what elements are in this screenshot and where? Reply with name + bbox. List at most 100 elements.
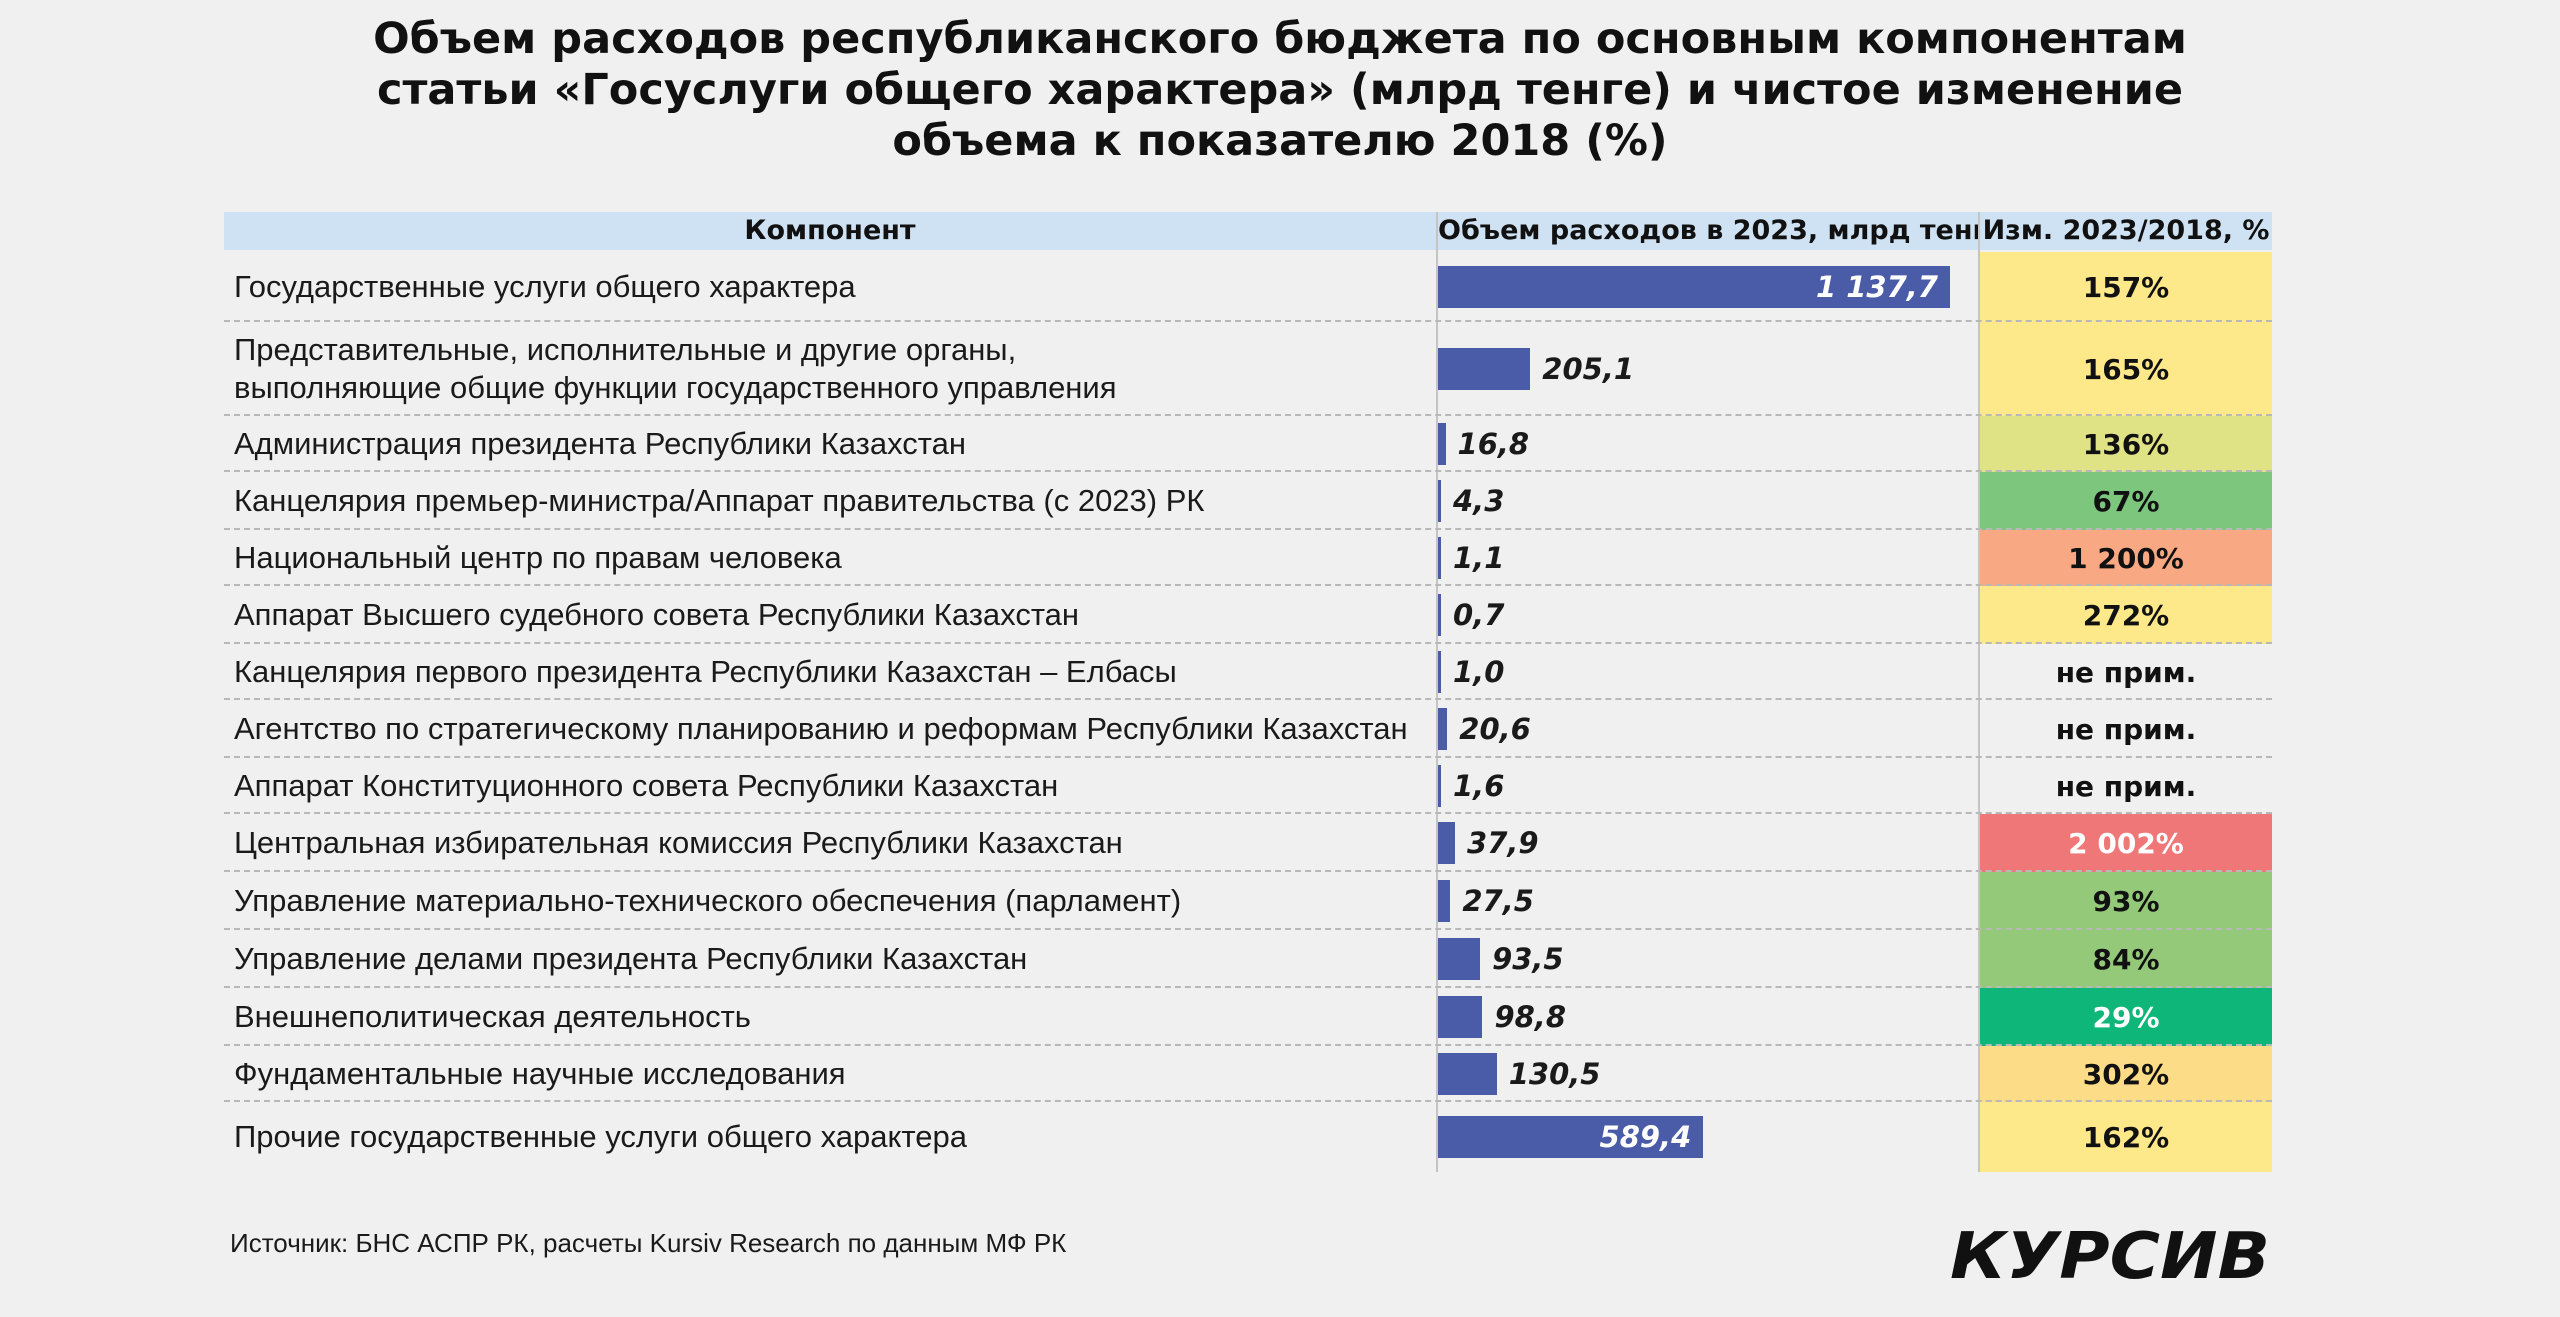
row-separator: [224, 470, 2272, 472]
row-separator: [224, 320, 2272, 322]
change-cell: 162%: [1980, 1102, 2272, 1172]
row-separator: [224, 812, 2272, 814]
value-bar: [1438, 996, 1483, 1038]
table-row: Представительные, исполнительные и други…: [224, 322, 2272, 416]
row-separator: [224, 870, 2272, 872]
title-line-3: объема к показателю 2018 (%): [892, 116, 1668, 166]
component-label: Канцелярия премьер-министра/Аппарат прав…: [234, 483, 1205, 518]
value-bar: [1438, 594, 1441, 636]
component-label: Фундаментальные научные исследования: [234, 1056, 846, 1091]
table-row: Внешнеполитическая деятельность 98,8 29%: [224, 988, 2272, 1046]
table-row: Агентство по стратегическому планировани…: [224, 700, 2272, 758]
change-cell: не прим.: [2055, 769, 2197, 803]
value-label: 27,5: [1462, 884, 1534, 918]
row-separator: [224, 642, 2272, 644]
row-separator: [224, 584, 2272, 586]
component-label: Прочие государственные услуги общего хар…: [234, 1119, 967, 1154]
row-separator: [224, 1100, 2272, 1102]
value-bar: [1438, 880, 1451, 922]
value-bar: [1438, 537, 1441, 579]
change-cell: 84%: [1980, 930, 2272, 988]
title-line-2: статьи «Госуслуги общего характера» (млр…: [376, 65, 2184, 115]
value-bar: [1438, 423, 1446, 465]
table-row: Канцелярия премьер-министра/Аппарат прав…: [224, 472, 2272, 530]
row-separator: [224, 986, 2272, 988]
change-cell: не прим.: [2055, 655, 2197, 689]
table-row: Государственные услуги общего характера 1…: [224, 252, 2272, 322]
header-volume: Объем расходов в 2023, млрд тенге: [1438, 212, 1978, 250]
change-cell: 93%: [1980, 872, 2272, 930]
component-label: Представительные, исполнительные и други…: [234, 332, 1117, 405]
change-cell: 165%: [1980, 322, 2272, 416]
source-note: Источник: БНС АСПР РК, расчеты Kursiv Re…: [230, 1228, 1067, 1258]
change-cell: 29%: [1980, 988, 2272, 1046]
value-label: 1,1: [1453, 541, 1505, 575]
value-label: 130,5: [1508, 1057, 1601, 1091]
change-cell: 272%: [1980, 586, 2272, 644]
component-label: Внешнеполитическая деятельность: [234, 999, 751, 1034]
table-row: Управление делами президента Республики …: [224, 930, 2272, 988]
component-label: Управление материально-технического обес…: [234, 883, 1182, 918]
table-row: Управление материально-технического обес…: [224, 872, 2272, 930]
component-label: Канцелярия первого президента Республики…: [234, 654, 1177, 689]
value-bar: [1438, 480, 1441, 522]
column-divider: [1436, 212, 1438, 1172]
change-cell: не прим.: [2055, 712, 2197, 746]
change-cell: 157%: [1980, 252, 2272, 322]
value-bar: [1438, 651, 1441, 693]
component-label: Аппарат Конституционного совета Республи…: [234, 768, 1059, 803]
value-bar: [1438, 765, 1441, 807]
row-separator: [224, 698, 2272, 700]
title-line-1: Объем расходов республиканского бюджета …: [373, 14, 2187, 64]
table-row: Администрация президента Республики Каза…: [224, 416, 2272, 472]
row-separator: [224, 414, 2272, 416]
value-label: 1,6: [1453, 769, 1505, 803]
value-label: 4,3: [1453, 484, 1505, 518]
row-separator: [224, 928, 2272, 930]
value-bar: [1438, 348, 1531, 390]
change-cell: 67%: [1980, 472, 2272, 530]
logo-text: КУРСИВ: [1950, 1220, 2270, 1290]
value-label: 37,9: [1467, 826, 1539, 860]
value-bar: [1438, 1116, 1704, 1158]
header-change: Изм. 2023/2018, %: [1980, 212, 2272, 250]
value-label: 0,7: [1453, 598, 1505, 632]
chart-title: Объем расходов республиканского бюджета …: [300, 14, 2260, 167]
column-divider: [1978, 212, 1980, 1172]
table-row: Национальный центр по правам человека 1,1…: [224, 530, 2272, 586]
value-label: 16,8: [1457, 427, 1530, 461]
component-label: Национальный центр по правам человека: [234, 540, 842, 575]
value-label: 93,5: [1492, 942, 1564, 976]
value-label: 589,4: [1599, 1120, 1692, 1154]
kursiv-logo: КУРСИВ: [1950, 1220, 2270, 1290]
value-bar: [1438, 938, 1481, 980]
value-label: 1,0: [1453, 655, 1505, 689]
table-row: Фундаментальные научные исследования 130,…: [224, 1046, 2272, 1102]
value-label: 98,8: [1494, 1000, 1567, 1034]
component-label: Аппарат Высшего судебного совета Республ…: [234, 597, 1080, 632]
table-row: Прочие государственные услуги общего хар…: [224, 1102, 2272, 1172]
value-bar: [1438, 1053, 1497, 1095]
value-bar: [1438, 708, 1448, 750]
value-bar: [1438, 822, 1456, 864]
table-row: Аппарат Конституционного совета Республи…: [224, 758, 2272, 814]
value-label: 20,6: [1459, 712, 1531, 746]
value-label: 1 137,7: [1815, 270, 1938, 304]
change-cell: 1 200%: [1980, 530, 2272, 586]
table-row: Центральная избирательная комиссия Респу…: [224, 814, 2272, 872]
value-label: 205,1: [1542, 352, 1635, 386]
component-label: Центральная избирательная комиссия Респу…: [234, 825, 1123, 860]
change-cell: 302%: [1980, 1046, 2272, 1102]
change-cell: 2 002%: [1980, 814, 2272, 872]
row-separator: [224, 1044, 2272, 1046]
table-row: Канцелярия первого президента Республики…: [224, 644, 2272, 700]
component-label: Агентство по стратегическому планировани…: [234, 711, 1408, 746]
component-label: Администрация президента Республики Каза…: [234, 426, 966, 461]
value-bar: [1438, 266, 1950, 308]
row-separator: [224, 756, 2272, 758]
header-component: Компонент: [224, 212, 1436, 250]
table-row: Аппарат Высшего судебного совета Республ…: [224, 586, 2272, 644]
row-separator: [224, 528, 2272, 530]
budget-table: Компонент Объем расходов в 2023, млрд те…: [224, 212, 2272, 1172]
component-label: Управление делами президента Республики …: [234, 941, 1028, 976]
